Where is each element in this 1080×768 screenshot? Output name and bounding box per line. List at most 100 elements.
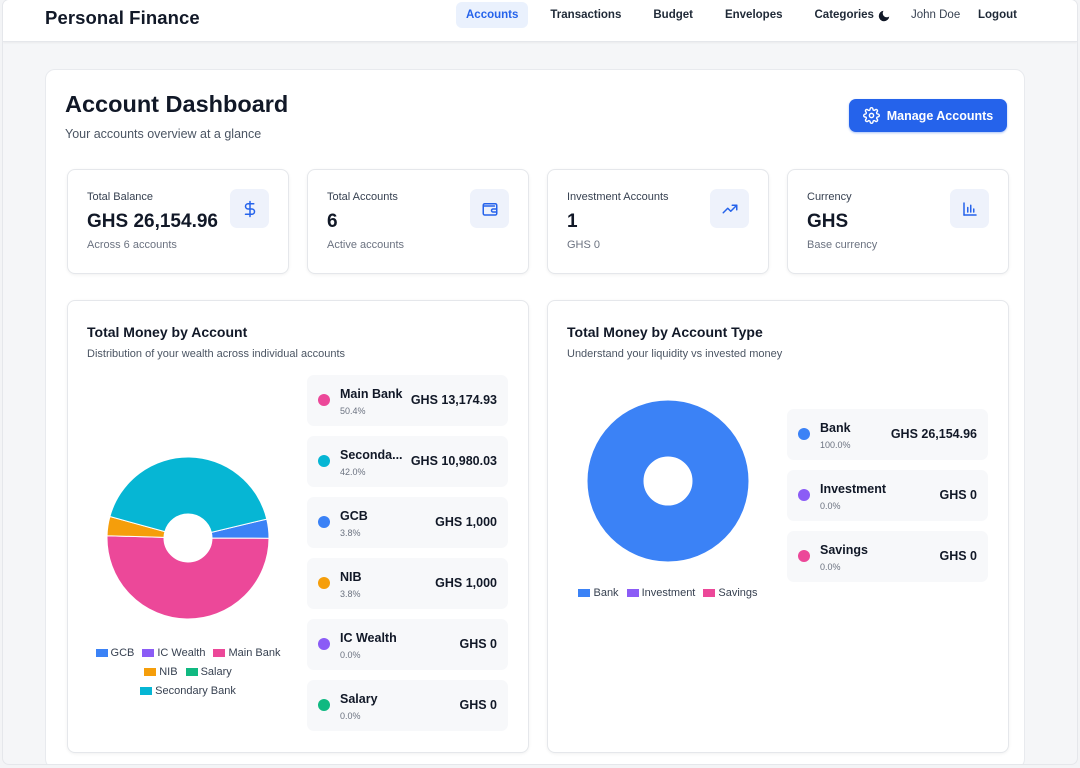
stat-note: Base currency	[807, 239, 878, 251]
app-window: Personal Finance Accounts Transactions B…	[3, 0, 1077, 764]
account-legend: GCB IC Wealth Main Bank	[68, 647, 308, 659]
user-name[interactable]: John Doe	[911, 9, 961, 21]
page-subtitle: Your accounts overview at a glance	[65, 127, 262, 141]
panel-subtitle: Distribution of your wealth across indiv…	[87, 348, 346, 360]
item-percent: 0.0%	[340, 650, 361, 660]
item-name: NIB	[340, 570, 362, 584]
legend-swatch	[144, 668, 157, 676]
account-slice-main-bank[interactable]	[106, 535, 270, 620]
manage-accounts-button[interactable]: Manage Accounts	[849, 99, 1007, 132]
legend-label: Secondary Bank	[155, 685, 236, 697]
list-item[interactable]: Investment 0.0% GHS 0	[787, 470, 988, 521]
legend-swatch	[703, 589, 716, 597]
moon-icon[interactable]	[877, 9, 891, 23]
logout-button[interactable]: Logout	[978, 9, 1017, 21]
stat-note: Across 6 accounts	[87, 239, 177, 251]
color-dot	[798, 489, 810, 501]
item-amount: GHS 1,000	[435, 576, 497, 590]
item-name: Savings	[820, 543, 868, 557]
panel-subtitle: Understand your liquidity vs invested mo…	[567, 348, 783, 360]
item-amount: GHS 26,154.96	[890, 427, 977, 441]
stat-card-total-balance: Total Balance GHS 26,154.96 Across 6 acc…	[67, 169, 289, 274]
item-name: Investment	[820, 482, 886, 496]
item-percent: 42.0%	[340, 467, 366, 477]
color-dot	[798, 550, 810, 562]
account-type-legend: Bank Investment Savings	[548, 587, 788, 599]
item-amount: GHS 0	[459, 637, 497, 651]
color-dot	[798, 428, 810, 440]
legend-label: Main Bank	[228, 647, 281, 659]
legend-item-salary[interactable]: Salary	[185, 666, 232, 678]
manage-accounts-label: Manage Accounts	[886, 108, 994, 123]
legend-item-secondary-bank[interactable]: Secondary Bank	[140, 685, 236, 697]
legend-swatch	[140, 687, 153, 695]
list-item[interactable]: NIB 3.8% GHS 1,000	[307, 558, 508, 609]
page-title: Account Dashboard	[65, 91, 289, 117]
stat-value: GHS	[807, 211, 849, 232]
nav-links: Accounts Transactions Budget Envelopes C…	[456, 2, 896, 28]
item-percent: 0.0%	[340, 711, 361, 721]
account-slice-secondary-bank[interactable]	[109, 456, 268, 534]
list-item[interactable]: GCB 3.8% GHS 1,000	[307, 497, 508, 548]
account-type-slice-bank[interactable]	[586, 399, 750, 563]
legend-swatch	[185, 668, 198, 676]
item-percent: 0.0%	[820, 501, 841, 511]
wallet-icon	[470, 189, 509, 228]
dashboard-card: Account Dashboard Your accounts overview…	[45, 69, 1025, 764]
item-name: Main Bank	[340, 387, 403, 401]
legend-label: GCB	[110, 647, 135, 659]
stat-note: GHS 0	[567, 239, 601, 251]
list-item[interactable]: Savings 0.0% GHS 0	[787, 531, 988, 582]
legend-label: IC Wealth	[157, 647, 206, 659]
nav-link-budget[interactable]: Budget	[653, 9, 693, 21]
item-amount: GHS 0	[459, 698, 497, 712]
nav-link-accounts[interactable]: Accounts	[456, 2, 529, 28]
item-amount: GHS 10,980.03	[410, 454, 497, 468]
item-amount: GHS 0	[939, 549, 977, 563]
legend-swatch	[626, 589, 639, 597]
legend-item-ic-wealth[interactable]: IC Wealth	[142, 647, 205, 659]
stat-note: Active accounts	[327, 239, 405, 251]
legend-swatch	[578, 589, 591, 597]
legend-item-main-bank[interactable]: Main Bank	[213, 647, 280, 659]
legend-item-gcb[interactable]: GCB	[95, 647, 135, 659]
nav-link-categories[interactable]: Categories	[814, 9, 874, 21]
item-name: Seconda...	[340, 448, 403, 462]
legend-item-savings[interactable]: Savings	[703, 587, 758, 599]
stat-card-investment-accounts: Investment Accounts 1 GHS 0	[547, 169, 769, 274]
nav-link-envelopes[interactable]: Envelopes	[724, 9, 783, 21]
legend-label: Bank	[593, 587, 619, 599]
list-item[interactable]: Seconda... 42.0% GHS 10,980.03	[307, 436, 508, 487]
list-item[interactable]: IC Wealth 0.0% GHS 0	[307, 619, 508, 670]
color-dot	[318, 516, 330, 528]
stat-value: 1	[567, 211, 578, 232]
brand-logo[interactable]: Personal Finance	[45, 7, 200, 28]
stat-label: Total Accounts	[327, 191, 398, 203]
color-dot	[318, 455, 330, 467]
top-navbar: Personal Finance Accounts Transactions B…	[3, 0, 1077, 42]
nav-link-transactions[interactable]: Transactions	[550, 9, 622, 21]
item-name: Salary	[340, 692, 378, 706]
item-name: GCB	[340, 509, 368, 523]
stat-value: GHS 26,154.96	[87, 211, 218, 232]
legend-item-bank[interactable]: Bank	[578, 587, 619, 599]
list-item[interactable]: Bank 100.0% GHS 26,154.96	[787, 409, 988, 460]
item-percent: 50.4%	[340, 406, 366, 416]
account-legend: NIB Salary	[68, 666, 308, 678]
list-item[interactable]: Main Bank 50.4% GHS 13,174.93	[307, 375, 508, 426]
color-dot	[318, 699, 330, 711]
item-name: IC Wealth	[340, 631, 397, 645]
legend-item-investment[interactable]: Investment	[626, 587, 695, 599]
stat-value: 6	[327, 211, 338, 232]
legend-item-nib[interactable]: NIB	[144, 666, 178, 678]
panel-title: Total Money by Account	[87, 324, 248, 340]
item-percent: 3.8%	[340, 589, 361, 599]
account-type-pie-chart[interactable]	[586, 399, 750, 563]
item-percent: 100.0%	[820, 440, 851, 450]
stat-label: Investment Accounts	[567, 191, 669, 203]
legend-swatch	[142, 649, 155, 657]
list-item[interactable]: Salary 0.0% GHS 0	[307, 680, 508, 731]
color-dot	[318, 638, 330, 650]
bar-chart-icon	[950, 189, 989, 228]
account-pie-chart[interactable]	[106, 456, 270, 620]
